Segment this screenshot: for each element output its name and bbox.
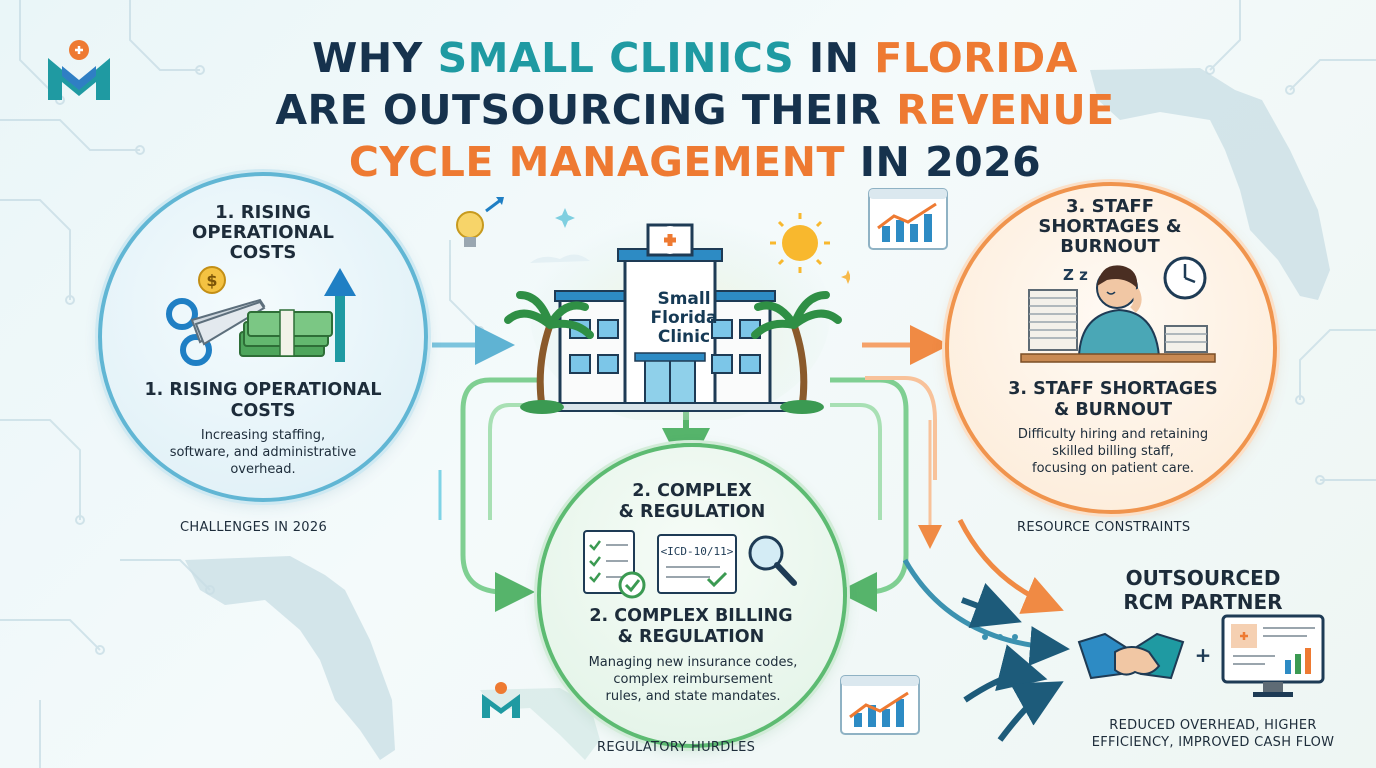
- rising-costs-heading-bottom: 1. RISING OPERATIONAL COSTS: [118, 380, 408, 422]
- heading-line: COSTS: [229, 242, 297, 263]
- heading-line: & REGULATION: [617, 627, 765, 647]
- clock-icon: [1163, 256, 1207, 300]
- icd-code-tag: <ICD-10/11>: [661, 545, 734, 558]
- money-stack-icon: [239, 309, 333, 357]
- complex-billing-description: Managing new insurance codes, complex re…: [562, 654, 824, 705]
- billing-illustration: <ICD-10/11>: [583, 530, 797, 599]
- chart-icon: [868, 188, 948, 250]
- heading-line: BURNOUT: [1060, 236, 1160, 257]
- plus-sign: +: [1195, 643, 1212, 667]
- rising-costs-illustration: $: [166, 266, 356, 366]
- body-line: Increasing staffing,: [200, 428, 326, 443]
- dollar-coin-icon: $: [198, 266, 226, 294]
- up-arrow-icon: [324, 268, 356, 362]
- checklist-icon: [583, 530, 646, 599]
- handshake-icon: [1077, 632, 1185, 680]
- resource-constraints-caption: RESOURCE CONSTRAINTS: [1017, 520, 1191, 535]
- rising-costs-description: Increasing staffing, software, and admin…: [130, 427, 396, 478]
- body-line: Difficulty hiring and retaining: [1017, 427, 1209, 442]
- palm-tree-icon: [751, 291, 842, 414]
- body-line: focusing on patient care.: [1032, 461, 1194, 476]
- body-line: rules, and state mandates.: [605, 689, 781, 704]
- staff-shortages-heading-top: 3. STAFF SHORTAGES & BURNOUT: [990, 197, 1230, 257]
- monitor-icon: [1221, 614, 1325, 697]
- regulatory-hurdles-caption: REGULATORY HURDLES: [597, 740, 756, 755]
- staff-shortages-heading-bottom: 3. STAFF SHORTAGES & BURNOUT: [980, 379, 1246, 421]
- clinic-label-line: Small: [657, 289, 711, 309]
- clinic-illustration: [456, 197, 850, 420]
- scissors-icon: [166, 298, 266, 366]
- heading-line: & BURNOUT: [1053, 400, 1173, 420]
- body-line: skilled billing staff,: [1052, 444, 1174, 459]
- title-highlight-orange: FLORIDA: [874, 34, 1078, 82]
- title-word: IN 2026: [844, 138, 1042, 186]
- complex-billing-heading-top: 2. COMPLEX & REGULATION: [582, 481, 802, 523]
- logo-icon: [48, 40, 110, 100]
- code-card: <ICD-10/11>: [657, 534, 737, 594]
- rising-costs-heading-top: 1. RISING OPERATIONAL COSTS: [140, 203, 386, 263]
- florida-map-icon: [185, 68, 1330, 760]
- challenges-caption: CHALLENGES IN 2026: [180, 520, 328, 535]
- body-line: complex reimbursement: [613, 672, 773, 687]
- chart-icon: [840, 675, 920, 735]
- clinic-label-line: Clinic: [657, 327, 711, 347]
- lightbulb-icon: [456, 197, 504, 247]
- body-line: software, and administrative: [169, 445, 357, 460]
- sleep-zzz: Z z: [1063, 266, 1088, 284]
- heading-line: 3. STAFF: [1066, 196, 1154, 217]
- caption-line: EFFICIENCY, IMPROVED CASH FLOW: [1091, 735, 1335, 750]
- heading-line: RCM PARTNER: [1123, 590, 1283, 614]
- caption-line: REDUCED OVERHEAD, HIGHER: [1109, 718, 1317, 733]
- title-word: WHY: [312, 34, 438, 82]
- paper-stack-icon: [1028, 289, 1078, 351]
- complex-billing-heading-bottom: 2. COMPLEX BILLING & REGULATION: [560, 606, 822, 648]
- sun-icon: [770, 213, 830, 273]
- magnifier-icon: [748, 535, 797, 586]
- heading-line: & REGULATION: [618, 502, 766, 522]
- paper-stack-icon: [1164, 325, 1208, 353]
- title-word: IN: [794, 34, 875, 82]
- heading-line: 1. RISING: [215, 202, 311, 223]
- logo-icon: [482, 682, 520, 718]
- heading-line: OPERATIONAL: [192, 222, 334, 243]
- heading-line: OUTSOURCED: [1125, 566, 1281, 590]
- body-line: overhead.: [230, 462, 296, 477]
- title-highlight-orange: CYCLE MANAGEMENT: [348, 138, 845, 186]
- dollar-sign: $: [206, 271, 217, 290]
- nurse-figure: [1077, 265, 1161, 357]
- palm-tree-icon: [504, 291, 594, 414]
- heading-line: 2. COMPLEX: [632, 481, 752, 501]
- burnout-illustration: Z z: [1020, 256, 1216, 363]
- heading-line: COSTS: [230, 401, 296, 421]
- partner-benefits-caption: REDUCED OVERHEAD, HIGHER EFFICIENCY, IMP…: [1065, 717, 1361, 751]
- title-highlight-teal: SMALL CLINICS: [437, 34, 795, 82]
- heading-line: 3. STAFF SHORTAGES: [1008, 379, 1218, 399]
- heading-line: 2. COMPLEX BILLING: [589, 606, 793, 626]
- heading-line: SHORTAGES &: [1038, 216, 1182, 237]
- complex-billing-panel: [537, 443, 847, 748]
- clinic-label: Small Florida Clinic: [638, 290, 730, 347]
- rcm-partner-heading: OUTSOURCED RCM PARTNER: [1100, 566, 1306, 614]
- partner-illustration: +: [1077, 614, 1325, 697]
- staff-shortages-description: Difficulty hiring and retaining skilled …: [990, 426, 1236, 477]
- page-title: WHY SMALL CLINICS IN FLORIDA ARE OUTSOUR…: [200, 32, 1190, 188]
- title-highlight-orange: REVENUE: [896, 86, 1115, 134]
- heading-line: 1. RISING OPERATIONAL: [144, 380, 382, 400]
- body-line: Managing new insurance codes,: [588, 655, 798, 670]
- title-word: ARE OUTSOURCING THEIR: [275, 86, 897, 134]
- clinic-label-line: Florida: [650, 308, 718, 328]
